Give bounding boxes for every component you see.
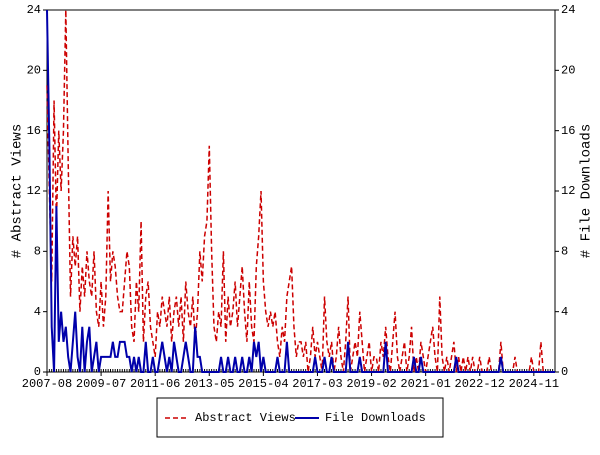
series-line [46,9,555,373]
y2-axis-label: # File Downloads [579,124,595,258]
series-line [46,9,555,373]
y-tick-label: 8 [34,245,41,259]
x-tick-label: 2017-03 [292,377,342,391]
x-tick-label: 2015-04 [238,377,288,391]
legend-label: File Downloads [325,411,426,425]
y2-tick-label: 4 [561,305,568,319]
x-tick-label: 2022-12 [455,377,505,391]
plot-area [46,9,556,373]
y-tick-label: 24 [27,3,41,17]
x-tick-label: 2007-08 [22,377,72,391]
y2-tick-label: 24 [561,3,575,17]
x-tick-label: 2021-01 [400,377,450,391]
y2-tick-label: 16 [561,124,575,138]
legend-label: Abstract Views [195,411,296,425]
y-tick-label: 12 [27,184,41,198]
y-tick-label: 0 [34,365,41,379]
x-tick-label: 2024-11 [509,377,559,391]
x-tick-label: 2011-06 [130,377,180,391]
y-axis-label: # Abstract Views [10,124,26,258]
x-tick-label: 2013-05 [184,377,234,391]
y2-tick-label: 0 [561,365,568,379]
y-tick-label: 4 [34,305,41,319]
y2-tick-label: 8 [561,245,568,259]
y2-tick-label: 12 [561,184,575,198]
x-tick-label: 2019-02 [346,377,396,391]
y2-tick-label: 20 [561,64,575,78]
x-tick-label: 2009-07 [76,377,126,391]
y-tick-label: 20 [27,64,41,78]
y-tick-label: 16 [27,124,41,138]
